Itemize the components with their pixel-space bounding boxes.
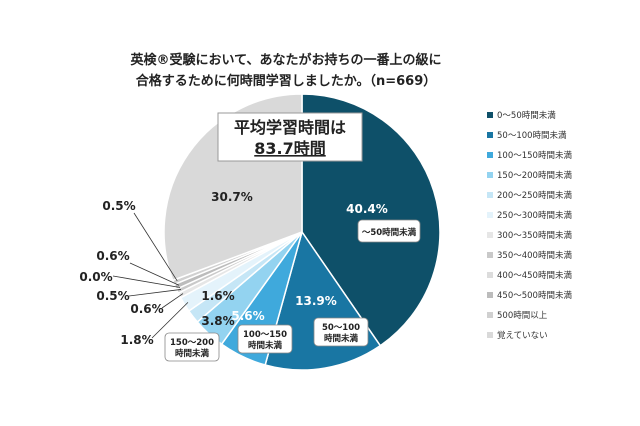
legend-label: 100～150時間未満 — [497, 150, 572, 161]
legend-label: 200～250時間未満 — [497, 190, 572, 201]
range-tag-box — [237, 324, 293, 354]
value-label-2: 5.6% — [231, 309, 264, 323]
legend-swatch — [487, 112, 493, 118]
legend-item-4: 200～250時間未満 — [487, 190, 572, 201]
value-label-8: 0.0% — [79, 270, 112, 284]
value-label-3: 3.8% — [201, 314, 234, 328]
legend-label: 300～350時間未満 — [497, 230, 572, 241]
legend-swatch — [487, 272, 493, 278]
leader-lines — [112, 212, 189, 339]
legend-swatch — [487, 312, 493, 318]
range-tag-text: 100～150 — [243, 330, 287, 340]
value-label-10: 0.5% — [102, 199, 135, 213]
callout-box — [217, 112, 363, 162]
legend-swatch — [487, 152, 493, 158]
legend-label: 500時間以上 — [497, 311, 548, 321]
legend-swatch — [487, 292, 493, 298]
legend-swatch — [487, 232, 493, 238]
range-tag-text: 時間未満 — [175, 348, 210, 359]
chart-title-line: 合格するために何時間学習しましたか。（n=669） — [136, 73, 437, 89]
leader-line-9 — [129, 262, 180, 286]
legend-item-8: 400～450時間未満 — [487, 270, 572, 281]
range-tag-text: 時間未満 — [324, 333, 359, 344]
legend-item-9: 450～500時間未満 — [487, 290, 572, 301]
slice-labels: 40.4%13.9%5.6%3.8%1.6%1.8%0.6%0.5%0.0%0.… — [79, 190, 387, 347]
legend-label: 150～200時間未満 — [497, 170, 572, 181]
range-tag-text: 150～200 — [170, 338, 214, 348]
leader-line-10 — [133, 212, 178, 282]
legend-swatch — [487, 192, 493, 198]
legend-item-3: 150～200時間未満 — [487, 170, 572, 181]
legend-swatch — [487, 172, 493, 178]
value-label-6: 0.6% — [130, 302, 163, 316]
range-tag-text: ～50時間未満 — [362, 227, 417, 238]
legend-label: 0～50時間未満 — [497, 110, 556, 121]
legend-item-1: 50～100時間未満 — [487, 130, 567, 141]
legend-label: 400～450時間未満 — [497, 270, 572, 281]
value-label-0: 40.4% — [346, 202, 388, 216]
value-label-1: 13.9% — [295, 294, 337, 308]
legend-item-11: 覚えていない — [487, 330, 548, 341]
range-tag-3: 150～200時間未満 — [164, 332, 220, 362]
legend-swatch — [487, 252, 493, 258]
range-tag-box — [164, 332, 220, 362]
legend-item-2: 100～150時間未満 — [487, 150, 572, 161]
legend-item-10: 500時間以上 — [487, 311, 548, 321]
callout-line1: 平均学習時間は — [234, 118, 346, 137]
leader-line-7 — [128, 289, 181, 297]
legend-label: 450～500時間未満 — [497, 290, 572, 301]
range-tag-box — [313, 317, 369, 347]
legend-label: 350～400時間未満 — [497, 250, 572, 261]
value-label-9: 0.6% — [96, 249, 129, 263]
chart-title-line: 英検®受験において、あなたがお持ちの一番上の級に — [130, 52, 442, 68]
legend-item-5: 250～300時間未満 — [487, 210, 572, 221]
legend-item-0: 0～50時間未満 — [487, 110, 556, 121]
chart-title: 英検®受験において、あなたがお持ちの一番上の級に合格するために何時間学習しました… — [130, 52, 442, 89]
value-label-11: 30.7% — [211, 190, 253, 204]
range-tag-text: 50～100 — [322, 323, 360, 333]
legend-label: 50～100時間未満 — [497, 130, 567, 141]
leader-line-5 — [151, 302, 189, 339]
leader-line-8 — [112, 275, 181, 288]
pie-slices — [163, 93, 441, 371]
range-tag-text: 時間未満 — [248, 340, 283, 351]
value-label-7: 0.5% — [96, 289, 129, 303]
legend-swatch — [487, 212, 493, 218]
legend-label: 250～300時間未満 — [497, 210, 572, 221]
callout-line2: 83.7時間 — [254, 139, 325, 158]
legend-swatch — [487, 332, 493, 338]
legend-swatch — [487, 132, 493, 138]
range-tag-2: 100～150時間未満 — [237, 324, 293, 354]
range-tag-1: 50～100時間未満 — [313, 317, 369, 347]
leader-line-6 — [161, 293, 184, 309]
legend: 0～50時間未満 50～100時間未満 100～150時間未満 150～200時間未満… — [487, 110, 572, 341]
average-callout: 平均学習時間は 83.7時間 — [217, 112, 363, 162]
range-tag-0: ～50時間未満 — [357, 219, 421, 243]
legend-item-6: 300～350時間未満 — [487, 230, 572, 241]
value-label-4: 1.6% — [201, 289, 234, 303]
range-tag-box — [357, 219, 421, 243]
legend-label: 覚えていない — [497, 330, 548, 341]
legend-item-7: 350～400時間未満 — [487, 250, 572, 261]
value-label-5: 1.8% — [120, 333, 153, 347]
